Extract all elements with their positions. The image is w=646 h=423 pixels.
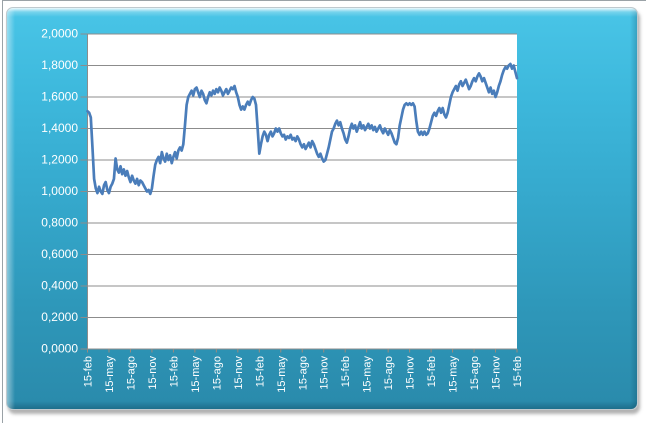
series-line xyxy=(86,62,519,196)
x-axis-label: 15-nov xyxy=(319,356,331,390)
x-axis-label: 15-feb xyxy=(83,356,95,387)
x-axis-label: 15-nov xyxy=(147,356,159,390)
x-axis-label: 15-ago xyxy=(469,356,481,390)
x-axis-label: 15-ago xyxy=(383,356,395,390)
y-axis-label: 0,2000 xyxy=(41,310,78,324)
y-axis-label: 1,2000 xyxy=(41,153,78,167)
y-axis-label: 0,8000 xyxy=(41,216,78,230)
x-axis-label: 15-nov xyxy=(233,356,245,390)
y-axis-label: 0,0000 xyxy=(41,342,78,356)
x-axis-label: 15-may xyxy=(276,356,288,393)
x-axis-label: 15-may xyxy=(362,356,374,393)
image-border-top xyxy=(2,0,646,1)
x-axis-label: 15-may xyxy=(104,356,116,393)
x-axis-label: 15-nov xyxy=(491,356,503,390)
x-axis-label: 15-ago xyxy=(211,356,223,390)
x-axis-label: 15-feb xyxy=(168,356,180,387)
x-axis-label: 15-ago xyxy=(297,356,309,390)
x-axis-label: 15-ago xyxy=(125,356,137,390)
x-axis-label: 15-may xyxy=(448,356,460,393)
x-axis-label: 15-feb xyxy=(254,356,266,387)
y-axis-label: 1,4000 xyxy=(41,121,78,135)
y-axis-label: 1,8000 xyxy=(41,58,78,72)
x-axis-label: 15-feb xyxy=(426,356,438,387)
x-axis-label: 15-feb xyxy=(512,356,524,387)
y-axis-label: 1,6000 xyxy=(41,90,78,104)
y-axis-label: 2,0000 xyxy=(41,27,78,41)
image-border-left xyxy=(2,0,3,423)
x-axis-label: 15-feb xyxy=(340,356,352,387)
y-axis-label: 0,6000 xyxy=(41,247,78,261)
y-axis-label: 0,4000 xyxy=(41,279,78,293)
x-axis-label: 15-nov xyxy=(405,356,417,390)
x-axis-label: 15-may xyxy=(190,356,202,393)
y-axis-label: 1,0000 xyxy=(41,184,78,198)
